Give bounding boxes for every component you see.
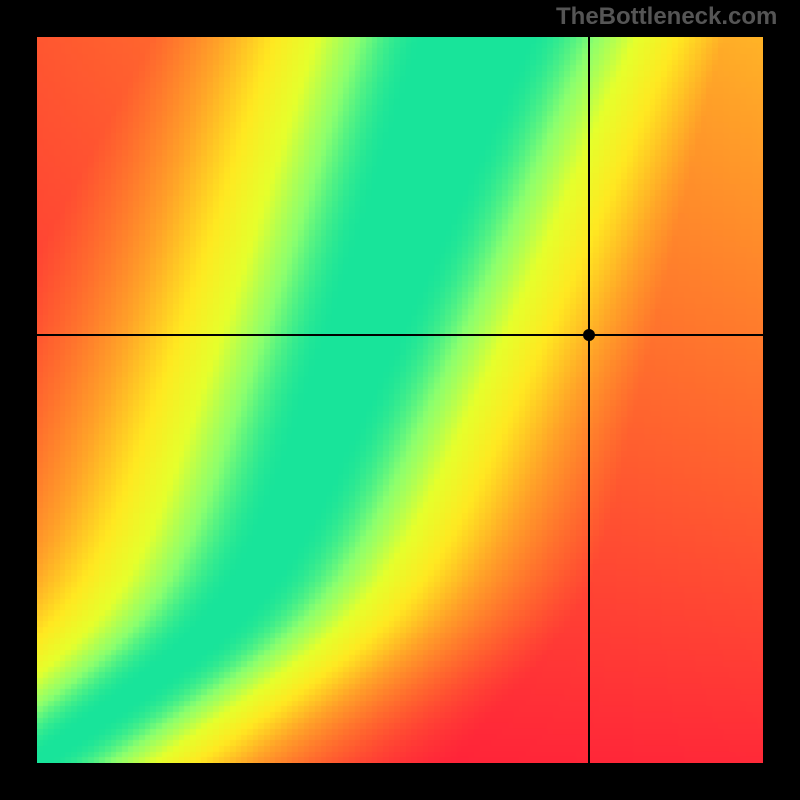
heatmap-plot [37,37,763,763]
crosshair-dot [583,329,595,341]
chart-container: { "figure": { "type": "heatmap", "canvas… [0,0,800,800]
crosshair-horizontal [37,334,763,336]
attribution-text: TheBottleneck.com [556,3,777,31]
crosshair-vertical [588,37,590,763]
